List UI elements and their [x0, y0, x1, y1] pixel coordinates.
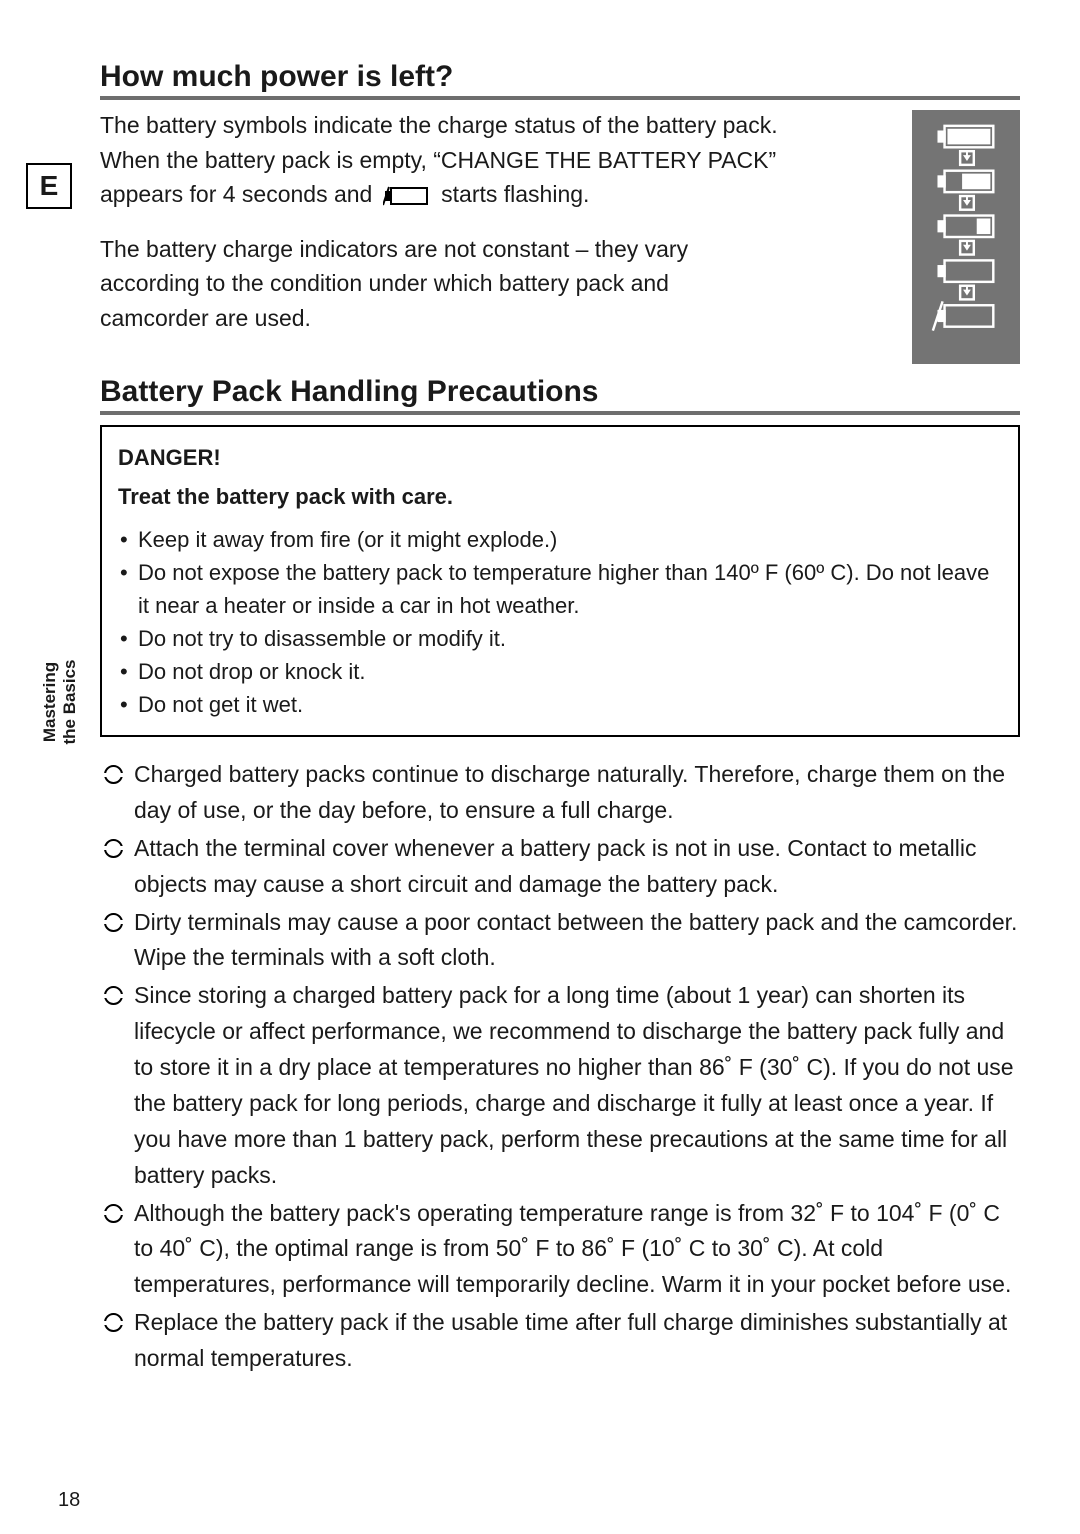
para-empty-post: starts flashing.: [441, 181, 589, 207]
side-label-line-1: Mastering: [40, 662, 59, 742]
danger-item: Keep it away from fire (or it might expl…: [118, 523, 1002, 556]
para-empty-pre: When the battery pack is empty, “CHANGE …: [100, 147, 776, 208]
empty-battery-flash-icon: [383, 185, 431, 207]
note-item: Although the battery pack's operating te…: [100, 1196, 1020, 1304]
danger-box: DANGER! Treat the battery pack with care…: [100, 425, 1020, 737]
section-power-left: The battery symbols indicate the charge …: [100, 108, 1020, 335]
battery-level-diagram: [912, 110, 1020, 364]
danger-item: Do not drop or knock it.: [118, 655, 1002, 688]
heading-precautions: Battery Pack Handling Precautions: [100, 375, 1020, 415]
manual-page: E Mastering the Basics 18 How much power…: [0, 0, 1080, 1534]
page-number: 18: [58, 1489, 80, 1512]
note-item: Attach the terminal cover whenever a bat…: [100, 831, 1020, 903]
danger-list: Keep it away from fire (or it might expl…: [118, 523, 1002, 721]
note-item: Replace the battery pack if the usable t…: [100, 1305, 1020, 1377]
notes-list: Charged battery packs continue to discha…: [100, 757, 1020, 1377]
language-tab-label: E: [40, 170, 59, 202]
language-tab: E: [26, 163, 72, 209]
treat-label: Treat the battery pack with care.: [118, 480, 1002, 513]
section-side-label: Mastering the Basics: [40, 622, 81, 782]
note-item: Charged battery packs continue to discha…: [100, 757, 1020, 829]
battery-levels-svg: [928, 120, 1004, 354]
danger-item: Do not try to disassemble or modify it.: [118, 622, 1002, 655]
para-symbols: The battery symbols indicate the charge …: [100, 112, 778, 138]
danger-label: DANGER!: [118, 441, 1002, 474]
section-power-left-text: The battery symbols indicate the charge …: [100, 108, 780, 335]
danger-item: Do not expose the battery pack to temper…: [118, 556, 1002, 622]
side-label-line-2: the Basics: [60, 622, 80, 782]
para-indicators-vary: The battery charge indicators are not co…: [100, 232, 780, 336]
note-item: Since storing a charged battery pack for…: [100, 978, 1020, 1193]
note-item: Dirty terminals may cause a poor contact…: [100, 905, 1020, 977]
heading-power-left: How much power is left?: [100, 60, 1020, 100]
danger-item: Do not get it wet.: [118, 688, 1002, 721]
